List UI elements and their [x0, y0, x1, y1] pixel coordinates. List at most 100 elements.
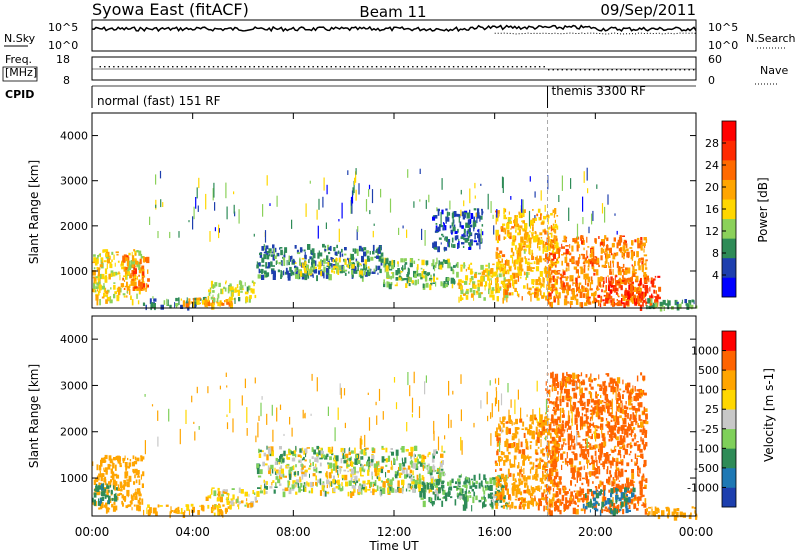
freq-dot: [212, 66, 215, 68]
heatmap-cell: [298, 459, 302, 464]
heatmap-cell: [512, 239, 516, 243]
heatmap-cell: [333, 459, 336, 462]
heatmap-cell: [623, 302, 626, 308]
heatmap-cell: [557, 382, 559, 388]
heatmap-cell: [132, 270, 136, 275]
heatmap-cell: [170, 506, 172, 513]
heatmap-cell: [93, 489, 96, 491]
heatmap-cell: [397, 261, 399, 267]
heatmap-cell: [100, 476, 103, 482]
heatmap-cell: [517, 275, 520, 282]
heatmap-cell: [614, 445, 617, 448]
heatmap-cell: [431, 501, 435, 505]
heatmap-cell: [302, 456, 305, 461]
heatmap-cell: [634, 304, 638, 306]
heatmap-cell: [218, 224, 220, 239]
heatmap-cell: [590, 379, 593, 383]
heatmap-cell: [584, 287, 588, 293]
heatmap-cell: [96, 475, 99, 479]
heatmap-cell: [212, 298, 216, 303]
heatmap-cell: [295, 267, 299, 270]
heatmap-cell: [518, 449, 522, 454]
heatmap-cell: [165, 504, 169, 507]
heatmap-cell: [539, 255, 542, 263]
heatmap-cell: [353, 486, 356, 493]
heatmap-cell: [110, 287, 112, 290]
heatmap-cell: [105, 253, 108, 257]
heatmap-cell: [106, 258, 110, 264]
heatmap-cell: [629, 426, 632, 430]
heatmap-cell: [637, 261, 640, 266]
heatmap-cell: [353, 180, 355, 194]
colorbar-tick-label: 20: [705, 181, 719, 194]
heatmap-cell: [472, 221, 475, 228]
heatmap-cell: [366, 483, 369, 485]
heatmap-cell: [450, 277, 454, 284]
heatmap-cell: [383, 282, 386, 288]
heatmap-cell: [415, 463, 418, 469]
heatmap-cell: [447, 491, 451, 497]
heatmap-cell: [110, 468, 113, 474]
heatmap-cell: [492, 263, 495, 266]
heatmap-cell: [631, 295, 633, 298]
heatmap-cell: [498, 425, 501, 430]
heatmap-cell: [624, 483, 627, 487]
heatmap-cell: [108, 481, 111, 485]
freq-dot: [615, 69, 618, 71]
heatmap-cell: [440, 224, 444, 228]
heatmap-cell: [228, 492, 230, 499]
heatmap-cell: [584, 302, 588, 306]
heatmap-cell: [576, 490, 580, 496]
heatmap-cell: [263, 245, 266, 251]
heatmap-cell: [599, 388, 602, 391]
heatmap-cell: [485, 281, 488, 287]
heatmap-cell: [543, 215, 547, 220]
heatmap-cell: [580, 268, 584, 275]
heatmap-cell: [514, 484, 517, 492]
freq-dot: [199, 66, 201, 68]
heatmap-cell: [568, 378, 572, 385]
heatmap-cell: [480, 183, 482, 186]
heatmap-cell: [477, 208, 480, 213]
heatmap-cell: [437, 209, 440, 216]
heatmap-cell: [469, 232, 472, 236]
heatmap-cell: [644, 274, 648, 279]
heatmap-cell: [618, 282, 621, 286]
heatmap-cell: [474, 271, 478, 275]
heatmap-cell: [287, 274, 291, 281]
heatmap-cell: [353, 266, 357, 271]
heatmap-cell: [580, 497, 583, 501]
heatmap-cell: [541, 295, 545, 299]
heatmap-cell: [624, 295, 628, 299]
heatmap-cell: [602, 500, 606, 503]
heatmap-cell: [283, 254, 286, 258]
heatmap-cell: [294, 265, 297, 269]
freq-dot: [620, 69, 622, 71]
heatmap-cell: [122, 260, 126, 263]
heatmap-cell: [449, 200, 451, 210]
heatmap-cell: [217, 294, 220, 298]
heatmap-cell: [564, 295, 568, 299]
heatmap-cell: [128, 475, 132, 482]
heatmap-cell: [288, 469, 291, 476]
heatmap-cell: [454, 235, 458, 240]
heatmap-cell: [278, 470, 281, 476]
heatmap-cell: [422, 283, 425, 289]
heatmap-cell: [498, 478, 500, 484]
heatmap-cell: [219, 504, 221, 507]
heatmap-cell: [623, 256, 625, 260]
heatmap-cell: [537, 485, 540, 492]
heatmap-cell: [560, 274, 564, 279]
heatmap-cell: [506, 297, 508, 303]
heatmap-cell: [589, 383, 592, 387]
heatmap-cell: [546, 276, 548, 282]
heatmap-cell: [518, 427, 520, 430]
heatmap-cell: [108, 495, 111, 502]
heatmap-cell: [93, 267, 96, 270]
heatmap-cell: [422, 481, 424, 483]
heatmap-cell: [323, 177, 325, 191]
heatmap-cell: [282, 256, 283, 259]
freq-dot: [217, 66, 219, 68]
